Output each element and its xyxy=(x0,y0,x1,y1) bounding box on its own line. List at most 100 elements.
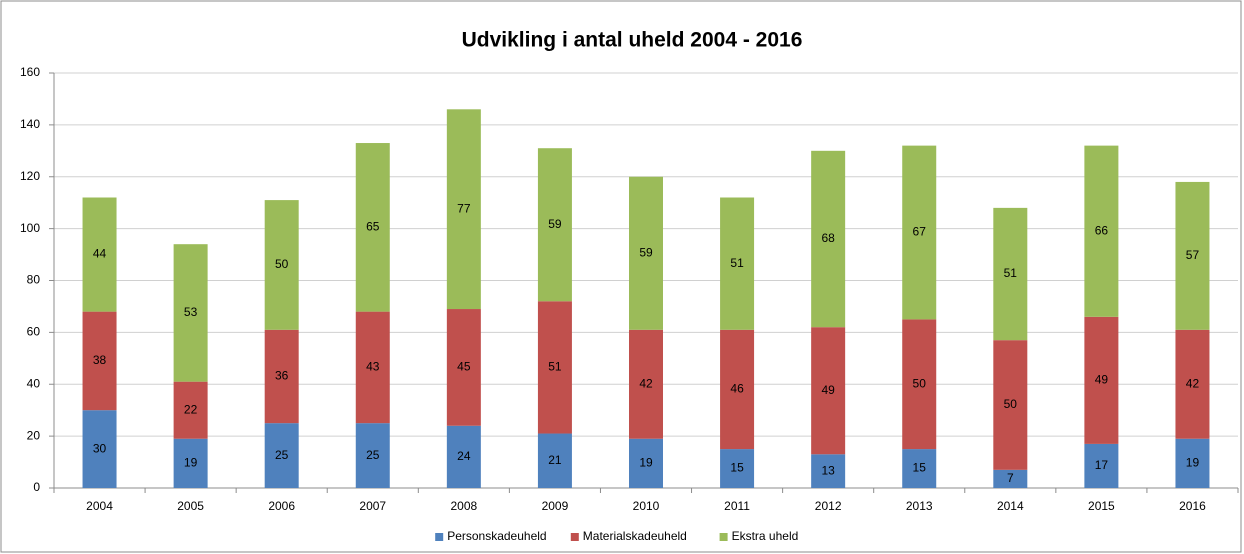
x-tick-label: 2012 xyxy=(815,499,842,513)
data-label: 45 xyxy=(457,360,471,374)
data-label: 44 xyxy=(93,247,107,261)
bar-segment xyxy=(537,301,572,434)
y-tick-label: 20 xyxy=(27,428,41,442)
data-label: 43 xyxy=(366,360,380,374)
data-label: 17 xyxy=(1095,458,1109,472)
data-label: 51 xyxy=(1004,266,1018,280)
x-tick-label: 2006 xyxy=(268,499,295,513)
bar-segment xyxy=(82,311,117,411)
data-label: 59 xyxy=(548,217,562,231)
y-tick-label: 0 xyxy=(33,480,40,494)
bar-segment xyxy=(264,200,299,330)
bar-segment xyxy=(629,438,663,488)
data-label: 51 xyxy=(730,256,744,270)
bar-segment xyxy=(173,381,208,439)
bar-segment xyxy=(264,329,299,424)
bar-segment xyxy=(173,244,208,382)
legend-swatch xyxy=(570,533,579,541)
bar-segment xyxy=(446,309,481,426)
bar-segment xyxy=(82,410,117,488)
data-label: 59 xyxy=(639,245,653,259)
x-tick-label: 2014 xyxy=(997,499,1024,513)
bar-segment xyxy=(355,143,390,312)
legend-label: Personskadeuheld xyxy=(447,529,546,543)
data-label: 50 xyxy=(1004,397,1018,411)
data-label: 7 xyxy=(1007,471,1014,485)
data-label: 46 xyxy=(730,382,744,396)
x-tick-label: 2010 xyxy=(633,499,660,513)
data-label: 66 xyxy=(1095,223,1109,237)
bar-segment xyxy=(993,340,1028,470)
data-label: 36 xyxy=(275,369,289,383)
bar-segment xyxy=(1175,329,1210,439)
bar-segment xyxy=(537,433,572,488)
bar-segment xyxy=(720,329,755,450)
bar-segment xyxy=(355,311,390,424)
data-label: 42 xyxy=(639,376,653,390)
data-label: 30 xyxy=(93,441,107,455)
bar-segment xyxy=(902,319,937,450)
bar-segment xyxy=(1084,316,1119,444)
data-label: 13 xyxy=(821,463,835,477)
bar-segment xyxy=(537,148,572,302)
bar-segment xyxy=(173,438,208,488)
data-label: 25 xyxy=(275,448,289,462)
y-tick-label: 80 xyxy=(27,273,41,287)
x-tick-label: 2011 xyxy=(724,499,750,513)
data-label: 38 xyxy=(93,353,107,367)
data-label: 51 xyxy=(548,360,562,374)
y-tick-label: 40 xyxy=(27,376,41,390)
bar-segment xyxy=(902,145,937,320)
bar-segment xyxy=(720,449,755,488)
bar-segment xyxy=(993,469,1028,488)
bar-segment xyxy=(82,197,117,312)
x-tick-label: 2004 xyxy=(86,499,113,513)
data-label: 49 xyxy=(821,383,835,397)
y-tick-label: 160 xyxy=(20,65,40,79)
x-tick-label: 2005 xyxy=(177,499,204,513)
x-tick-label: 2013 xyxy=(906,499,933,513)
y-tick-label: 120 xyxy=(20,169,40,183)
y-tick-label: 140 xyxy=(20,117,40,131)
data-label: 65 xyxy=(366,220,380,234)
data-label: 15 xyxy=(730,461,744,475)
data-label: 19 xyxy=(184,456,198,470)
data-label: 19 xyxy=(639,456,653,470)
x-tick-label: 2009 xyxy=(542,499,569,513)
data-label: 25 xyxy=(366,448,380,462)
bar-segment xyxy=(446,425,481,488)
bar-segment xyxy=(720,197,755,330)
data-label: 19 xyxy=(1186,456,1200,470)
bar-segment xyxy=(1084,443,1119,488)
bar-segment xyxy=(1175,438,1210,488)
bar-segment xyxy=(264,423,299,488)
data-label: 77 xyxy=(457,201,471,215)
bar-segment xyxy=(1084,145,1119,317)
x-tick-label: 2007 xyxy=(359,499,386,513)
legend-label: Materialskadeuheld xyxy=(583,529,687,543)
data-label: 57 xyxy=(1186,248,1200,262)
bar-segment xyxy=(902,449,937,488)
x-tick-label: 2016 xyxy=(1179,499,1206,513)
legend-swatch xyxy=(719,533,728,541)
data-label: 42 xyxy=(1186,376,1200,390)
data-label: 22 xyxy=(184,402,198,416)
data-label: 21 xyxy=(548,453,562,467)
data-label: 50 xyxy=(913,376,927,390)
bar-segment xyxy=(811,454,846,488)
y-tick-label: 60 xyxy=(27,325,41,339)
data-label: 49 xyxy=(1095,373,1109,387)
bar-segment xyxy=(629,329,663,439)
bar-segment xyxy=(629,176,663,330)
data-label: 68 xyxy=(821,231,835,245)
data-label: 50 xyxy=(275,257,289,271)
x-tick-label: 2015 xyxy=(1088,499,1115,513)
bar-segment xyxy=(355,423,390,488)
data-label: 53 xyxy=(184,305,198,319)
chart-title: Udvikling i antal uheld 2004 - 2016 xyxy=(462,29,803,52)
data-label: 24 xyxy=(457,449,471,463)
x-tick-label: 2008 xyxy=(450,499,477,513)
bar-segment xyxy=(811,150,846,328)
